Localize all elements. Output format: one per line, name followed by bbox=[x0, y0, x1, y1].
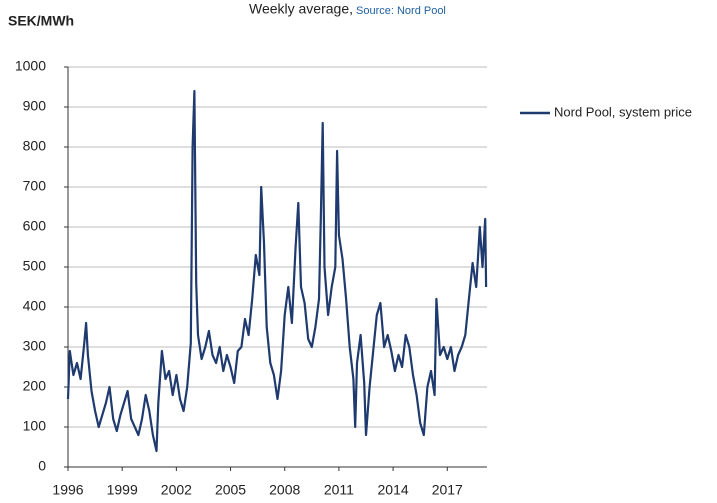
x-tick-label: 1999 bbox=[107, 482, 138, 498]
x-tick-label: 2002 bbox=[161, 482, 192, 498]
y-tick-label: 900 bbox=[23, 98, 47, 114]
y-tick-label: 500 bbox=[23, 258, 47, 274]
series-line bbox=[66, 89, 488, 453]
y-tick-label: 700 bbox=[23, 178, 47, 194]
legend-label: Nord Pool, system price bbox=[554, 104, 692, 119]
chart-subtitle: Source: Nord Pool bbox=[356, 5, 446, 17]
y-tick-label: 100 bbox=[23, 418, 47, 434]
x-tick-label: 2014 bbox=[378, 482, 409, 498]
y-tick-label: 600 bbox=[23, 218, 47, 234]
y-tick-label: 800 bbox=[23, 138, 47, 154]
x-tick-label: 2011 bbox=[324, 482, 354, 498]
x-tick-label: 2005 bbox=[215, 482, 246, 498]
y-tick-label: 400 bbox=[23, 298, 47, 314]
y-tick-label: 300 bbox=[23, 338, 47, 354]
chart-title: Weekly average, bbox=[249, 1, 353, 17]
x-tick-label: 2017 bbox=[432, 482, 463, 498]
y-tick-label: 200 bbox=[23, 378, 47, 394]
y-tick-label: 1000 bbox=[15, 58, 46, 74]
x-tick-label: 1996 bbox=[52, 482, 83, 498]
x-tick-label: 2008 bbox=[269, 482, 300, 498]
y-axis-label: SEK/MWh bbox=[8, 13, 74, 29]
y-tick-label: 0 bbox=[38, 458, 46, 474]
